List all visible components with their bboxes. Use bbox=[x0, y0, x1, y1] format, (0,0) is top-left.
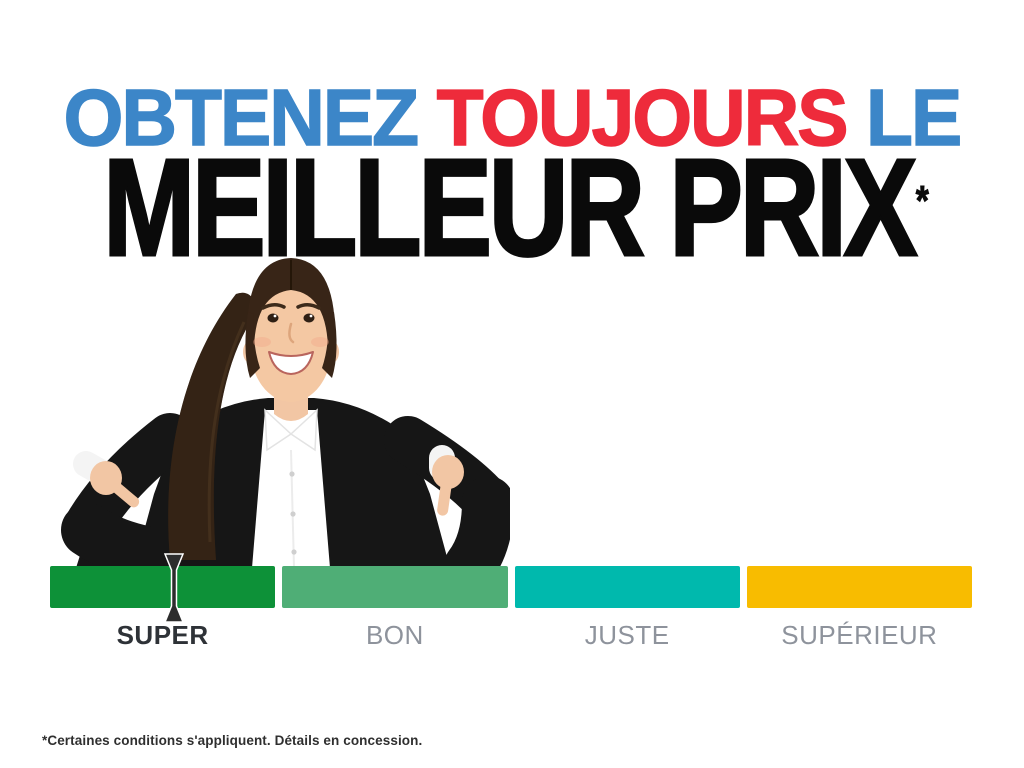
woman-pointing-down-illustration bbox=[61, 258, 510, 568]
price-scale-bar bbox=[50, 566, 972, 608]
left-hand-pointing bbox=[90, 461, 140, 508]
hair-side-right bbox=[322, 312, 337, 378]
price-scale-labels: SUPER BON JUSTE SUPÉRIEUR bbox=[50, 620, 972, 650]
hair bbox=[246, 258, 336, 360]
eyebrow-right bbox=[296, 303, 321, 310]
disclaimer-text: *Certaines conditions s'appliquent. Déta… bbox=[42, 733, 423, 748]
eyebrow-left bbox=[261, 303, 286, 310]
asterisk-mark: * bbox=[915, 177, 929, 225]
right-lower-sleeve bbox=[444, 476, 510, 568]
eye-right bbox=[303, 313, 315, 323]
shirt-button bbox=[289, 471, 295, 477]
eye-left bbox=[267, 313, 279, 323]
scale-segment-super bbox=[50, 566, 276, 608]
blush-right bbox=[311, 337, 329, 347]
headline-word-obtenez: OBTENEZ bbox=[63, 73, 420, 162]
headline-line2: MEILLEUR PRIX* bbox=[0, 138, 1024, 279]
price-marker-icon bbox=[163, 553, 184, 623]
scale-label-bon: BON bbox=[365, 620, 424, 650]
eye-glint bbox=[309, 314, 313, 318]
headline-meilleur-prix: MEILLEUR PRIX bbox=[102, 131, 919, 285]
scale-segment-juste bbox=[514, 566, 740, 608]
nose bbox=[288, 322, 295, 344]
eye-glint bbox=[273, 314, 277, 318]
shirt-button bbox=[290, 511, 296, 517]
scale-label-super: SUPER bbox=[116, 620, 209, 650]
scale-label-superieur: SUPÉRIEUR bbox=[781, 620, 938, 650]
shirt-button bbox=[291, 549, 297, 555]
scale-label-juste: JUSTE bbox=[584, 620, 670, 650]
scale-segment-superieur bbox=[746, 566, 972, 608]
right-hand-pointing bbox=[432, 455, 464, 516]
blush-left bbox=[253, 337, 271, 347]
smile bbox=[268, 351, 314, 375]
ponytail-strand bbox=[207, 321, 246, 543]
scale-segment-bon bbox=[282, 566, 508, 608]
headline-line1: OBTENEZ TOUJOURS LE bbox=[0, 77, 1024, 159]
headline-word-le: LE bbox=[865, 73, 963, 162]
shirt-placket bbox=[290, 449, 295, 568]
shirt-collar-left bbox=[264, 408, 293, 452]
shirt-collar-right bbox=[289, 408, 318, 452]
headline-word-toujours: TOUJOURS bbox=[436, 73, 849, 162]
hair-side-left bbox=[245, 312, 260, 378]
